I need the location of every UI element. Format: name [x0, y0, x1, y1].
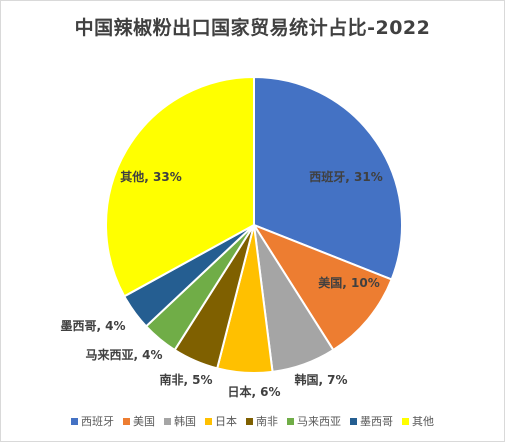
- data-label-2: 韩国, 7%: [294, 372, 347, 387]
- legend-item-6: 墨西哥: [350, 413, 393, 429]
- legend-swatch: [402, 417, 409, 425]
- legend-label: 美国: [133, 415, 155, 428]
- legend-label: 马来西亚: [297, 415, 341, 428]
- legend-swatch: [164, 417, 171, 425]
- data-label-6: 墨西哥, 4%: [60, 319, 125, 333]
- chart-legend: 西班牙 美国 韩国 日本 南非 马来西亚 墨西哥 其他: [1, 413, 504, 429]
- legend-swatch: [123, 417, 130, 425]
- pie-slice-1: [251, 222, 393, 352]
- legend-swatch: [71, 417, 78, 425]
- data-label-0: 西班牙, 31%: [309, 169, 382, 184]
- legend-swatch: [350, 417, 357, 425]
- legend-item-7: 其他: [402, 413, 434, 429]
- legend-item-0: 西班牙: [71, 413, 114, 429]
- legend-label: 日本: [215, 415, 237, 428]
- legend-label: 韩国: [174, 415, 196, 428]
- chart-title: 中国辣椒粉出口国家贸易统计占比-2022: [74, 17, 431, 39]
- pie-slice-7: [105, 75, 255, 298]
- legend-item-2: 韩国: [164, 413, 196, 429]
- legend-item-4: 南非: [246, 413, 278, 429]
- legend-label: 墨西哥: [360, 415, 393, 428]
- legend-label: 南非: [256, 415, 278, 428]
- legend-swatch: [205, 417, 212, 425]
- legend-label: 其他: [412, 415, 434, 428]
- legend-label: 西班牙: [81, 415, 114, 428]
- data-label-3: 日本, 6%: [227, 384, 280, 399]
- pie-slice-0: [253, 75, 403, 281]
- legend-swatch: [287, 417, 294, 425]
- data-label-5: 马来西亚, 4%: [85, 347, 162, 362]
- legend-item-1: 美国: [123, 413, 155, 429]
- data-label-1: 美国, 10%: [318, 275, 379, 290]
- data-label-4: 南非, 5%: [159, 372, 212, 387]
- legend-item-5: 马来西亚: [287, 413, 341, 429]
- legend-swatch: [246, 417, 253, 425]
- data-label-7: 其他, 33%: [120, 169, 181, 184]
- legend-item-3: 日本: [205, 413, 237, 429]
